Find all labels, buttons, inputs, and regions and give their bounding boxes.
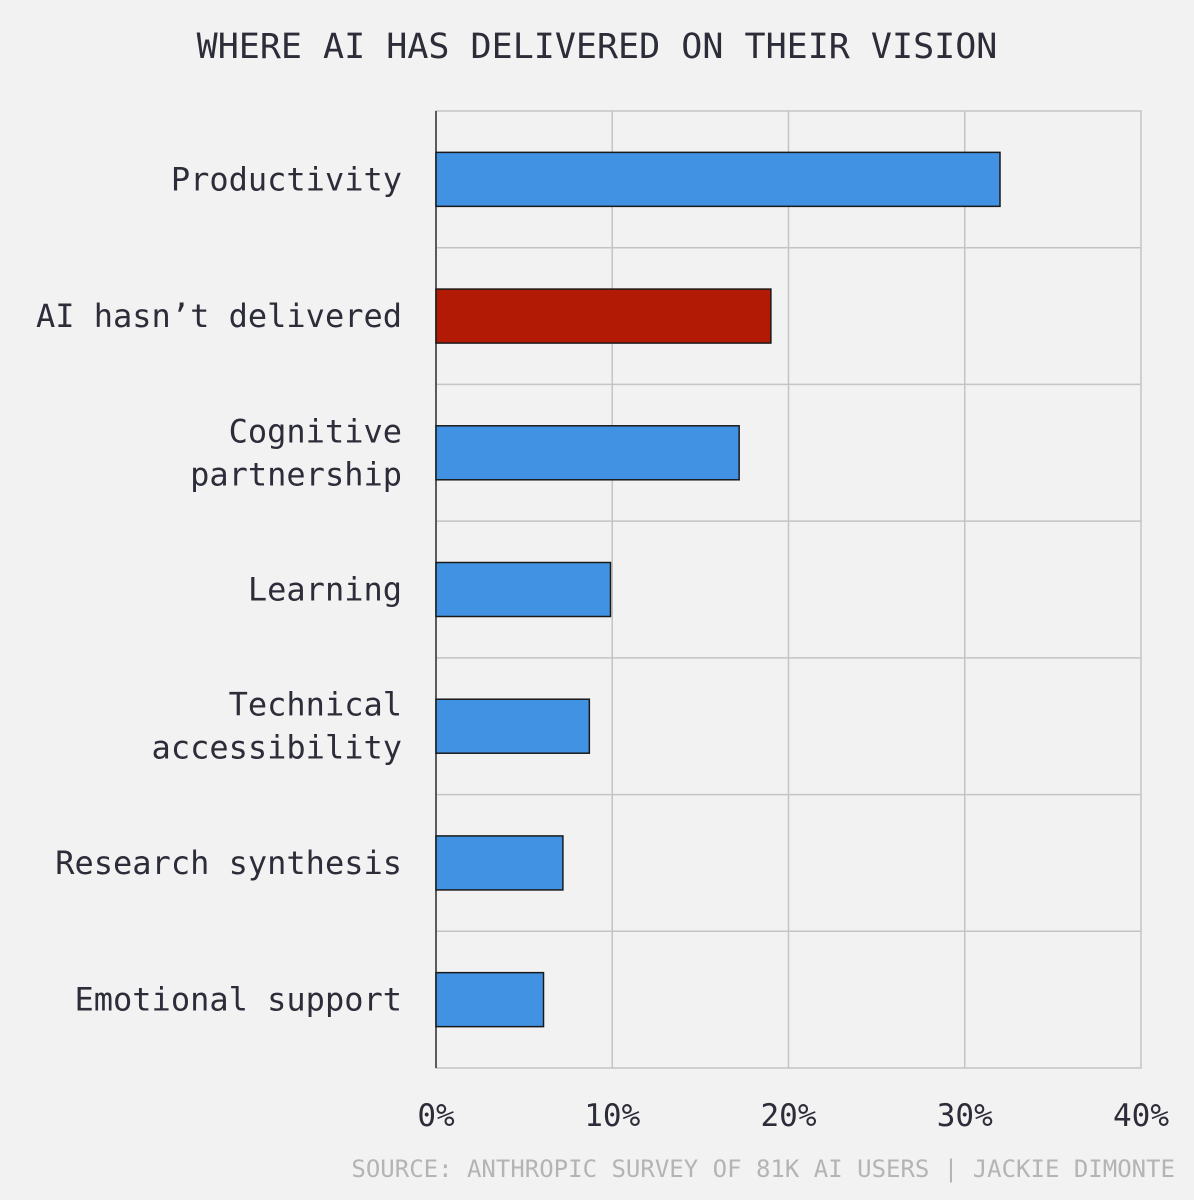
category-label: Learning: [248, 571, 402, 609]
x-tick-label: 30%: [937, 1098, 993, 1134]
category-label: partnership: [190, 455, 402, 493]
bar: [435, 151, 1001, 208]
category-label: Research synthesis: [55, 844, 402, 882]
category-label: Technical: [229, 686, 402, 724]
chart-title: WHERE AI HAS DELIVERED ON THEIR VISION: [197, 27, 998, 67]
x-tick-label: 40%: [1113, 1098, 1169, 1134]
category-label: Emotional support: [74, 981, 402, 1019]
x-tick-label: 10%: [584, 1098, 640, 1134]
x-tick-label: 0%: [417, 1098, 455, 1134]
bar: [435, 971, 545, 1028]
category-label: Cognitive: [229, 412, 402, 450]
x-tick-label: 20%: [761, 1098, 817, 1134]
source-note: SOURCE: ANTHROPIC SURVEY OF 81K AI USERS…: [351, 1155, 1175, 1183]
bar: [435, 698, 591, 754]
category-label: AI hasn’t delivered: [36, 297, 402, 335]
bar: [435, 561, 612, 618]
bar: [435, 425, 740, 481]
category-label: Productivity: [171, 160, 402, 198]
category-label: accessibility: [152, 729, 402, 767]
bar: [435, 288, 772, 344]
bar: [435, 835, 564, 891]
